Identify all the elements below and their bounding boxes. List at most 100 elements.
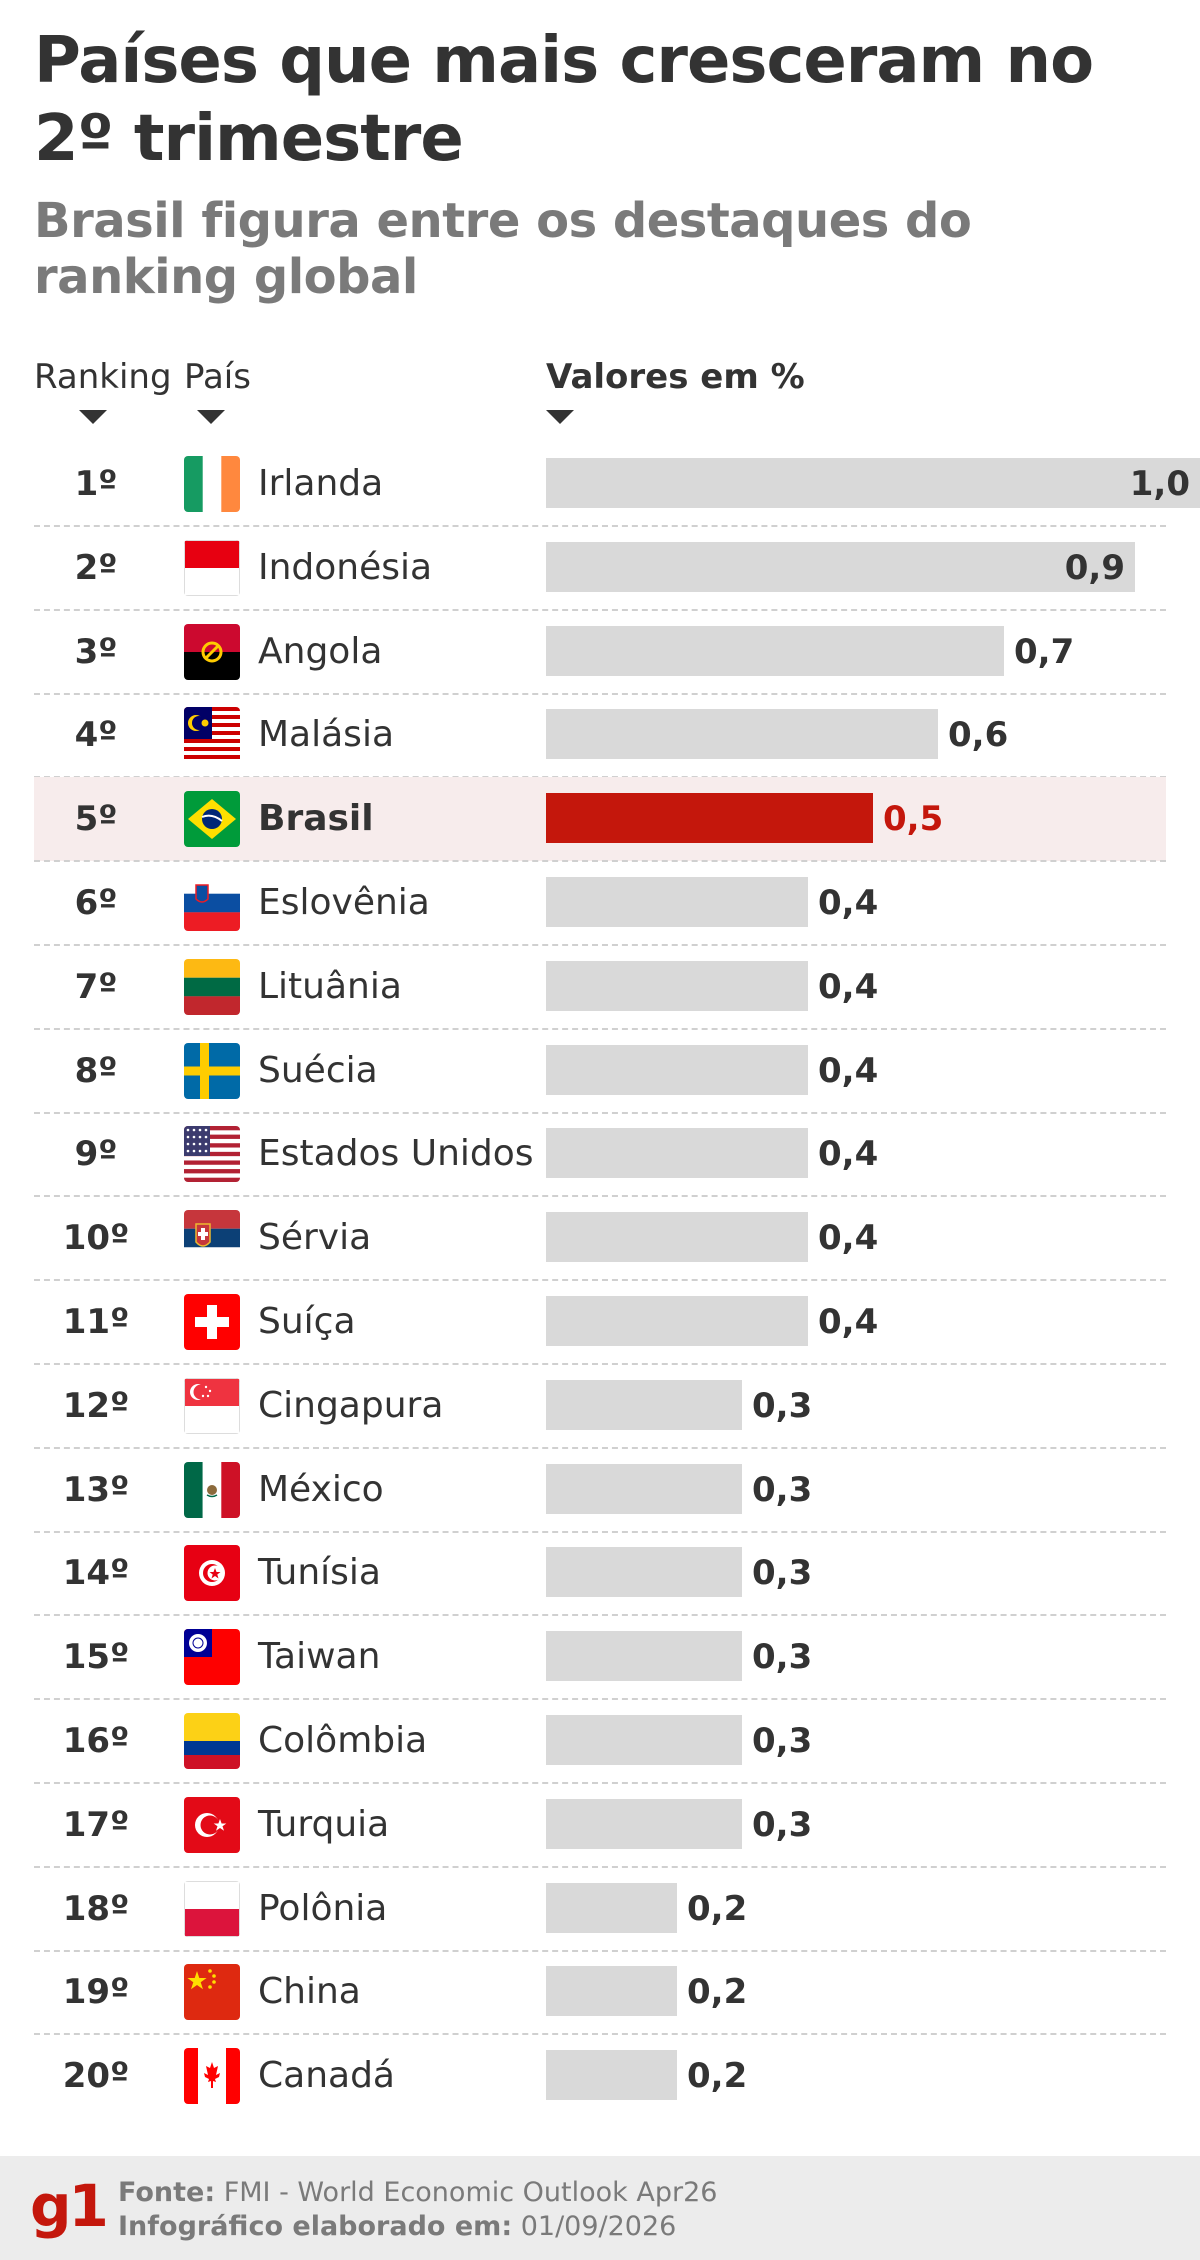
table-row: 1º Irlanda 1,0 bbox=[34, 442, 1200, 526]
table-row: 17º Turquia 0,3 bbox=[34, 1783, 1166, 1867]
country-column-header: País bbox=[184, 357, 251, 397]
rank-label: 4º bbox=[74, 715, 118, 755]
country-name: Turquia bbox=[258, 1804, 390, 1845]
angola-flag-icon bbox=[184, 624, 240, 680]
value-bar bbox=[546, 1045, 808, 1095]
row-divider bbox=[34, 1279, 1166, 1281]
country-name: Polônia bbox=[258, 1888, 388, 1929]
serbia-flag-icon bbox=[184, 1210, 240, 1266]
row-divider bbox=[34, 609, 1166, 611]
value-bar bbox=[546, 1212, 808, 1262]
rank-label: 14º bbox=[62, 1553, 130, 1593]
value-label: 0,2 bbox=[687, 1972, 748, 2012]
country-name: Angola bbox=[258, 631, 383, 672]
source-label: Fonte: bbox=[118, 2177, 216, 2208]
country-name: Malásia bbox=[258, 714, 395, 755]
country-name: Estados Unidos bbox=[258, 1133, 534, 1174]
rank-label: 12º bbox=[62, 1386, 130, 1426]
source-value: FMI - World Economic Outlook Apr26 bbox=[223, 2177, 718, 2208]
country-name: Indonésia bbox=[258, 547, 433, 588]
table-row: 5º Brasil 0,5 bbox=[34, 777, 1166, 861]
date-value: 01/09/2026 bbox=[520, 2211, 677, 2242]
country-sort-triangle-icon bbox=[197, 410, 225, 424]
values-column-header: Valores em % bbox=[546, 357, 805, 397]
value-label: 0,3 bbox=[752, 1553, 813, 1593]
row-divider bbox=[34, 1531, 1166, 1533]
row-divider bbox=[34, 1028, 1166, 1030]
value-label: 0,4 bbox=[818, 883, 879, 923]
table-row: 4º Malásia 0,6 bbox=[34, 693, 1166, 777]
value-bar bbox=[546, 458, 1200, 508]
value-label: 0,2 bbox=[687, 2056, 748, 2096]
row-divider bbox=[34, 693, 1166, 695]
rank-label: 2º bbox=[74, 548, 118, 588]
rank-label: 9º bbox=[74, 1134, 118, 1174]
slovenia-flag-icon bbox=[184, 875, 240, 931]
usa-flag-icon bbox=[184, 1126, 240, 1182]
ranking-sort-triangle-icon bbox=[79, 410, 107, 424]
value-bar bbox=[546, 961, 808, 1011]
value-bar bbox=[546, 1799, 742, 1849]
country-name: México bbox=[258, 1469, 384, 1510]
value-bar bbox=[546, 1128, 808, 1178]
rank-label: 6º bbox=[74, 883, 118, 923]
value-label: 0,4 bbox=[818, 1218, 879, 1258]
table-row: 9º Estados Unidos 0,4 bbox=[34, 1112, 1166, 1196]
value-label: 0,3 bbox=[752, 1805, 813, 1845]
row-divider bbox=[34, 1195, 1166, 1197]
table-row: 18º Polônia 0,2 bbox=[34, 1867, 1166, 1951]
table-row: 8º Suécia 0,4 bbox=[34, 1029, 1166, 1113]
taiwan-flag-icon bbox=[184, 1629, 240, 1685]
rank-label: 20º bbox=[62, 2056, 130, 2096]
value-label: 0,9 bbox=[1064, 548, 1125, 588]
value-label: 0,5 bbox=[883, 799, 944, 839]
values-sort-triangle-icon bbox=[546, 410, 574, 424]
colombia-flag-icon bbox=[184, 1713, 240, 1769]
table-row: 12º Cingapura 0,3 bbox=[34, 1364, 1166, 1448]
country-name: Lituânia bbox=[258, 966, 402, 1007]
ranking-column-header: Ranking bbox=[34, 357, 172, 397]
value-bar bbox=[546, 877, 808, 927]
row-divider bbox=[34, 1698, 1166, 1700]
country-name: Tunísia bbox=[258, 1552, 381, 1593]
country-name: Colômbia bbox=[258, 1720, 428, 1761]
lithuania-flag-icon bbox=[184, 959, 240, 1015]
value-bar bbox=[546, 1631, 742, 1681]
poland-flag-icon bbox=[184, 1881, 240, 1937]
mexico-flag-icon bbox=[184, 1462, 240, 1518]
row-divider bbox=[34, 1447, 1166, 1449]
table-row: 14º Tunísia 0,3 bbox=[34, 1531, 1166, 1615]
value-label: 0,3 bbox=[752, 1386, 813, 1426]
row-divider bbox=[34, 2033, 1166, 2035]
value-bar bbox=[546, 1296, 808, 1346]
value-label: 0,3 bbox=[752, 1470, 813, 1510]
rank-label: 10º bbox=[62, 1218, 130, 1258]
rank-label: 17º bbox=[62, 1805, 130, 1845]
rank-label: 5º bbox=[74, 799, 118, 839]
table-row: 2º Indonésia 0,9 bbox=[34, 526, 1166, 610]
date-label: Infográfico elaborado em: bbox=[118, 2211, 513, 2242]
row-divider bbox=[34, 1782, 1166, 1784]
row-divider bbox=[34, 1614, 1166, 1616]
country-name: Eslovênia bbox=[258, 882, 430, 923]
rank-label: 16º bbox=[62, 1721, 130, 1761]
row-divider bbox=[34, 860, 1166, 862]
value-label: 0,4 bbox=[818, 1302, 879, 1342]
switzerland-flag-icon bbox=[184, 1294, 240, 1350]
country-name: Irlanda bbox=[258, 463, 384, 504]
table-row: 6º Eslovênia 0,4 bbox=[34, 861, 1166, 945]
rank-label: 19º bbox=[62, 1972, 130, 2012]
ireland-flag-icon bbox=[184, 456, 240, 512]
china-flag-icon bbox=[184, 1964, 240, 2020]
source-line: Fonte: FMI - World Economic Outlook Apr2… bbox=[118, 2176, 717, 2210]
country-name: Brasil bbox=[258, 798, 374, 839]
table-row: 3º Angola 0,7 bbox=[34, 610, 1166, 694]
value-bar bbox=[546, 709, 938, 759]
rank-label: 11º bbox=[62, 1302, 130, 1342]
value-bar bbox=[546, 2050, 677, 2100]
row-divider bbox=[34, 525, 1166, 527]
country-name: Suécia bbox=[258, 1050, 378, 1091]
table-row: 15º Taiwan 0,3 bbox=[34, 1615, 1166, 1699]
country-name: Canadá bbox=[258, 2055, 395, 2096]
value-bar bbox=[546, 1380, 742, 1430]
